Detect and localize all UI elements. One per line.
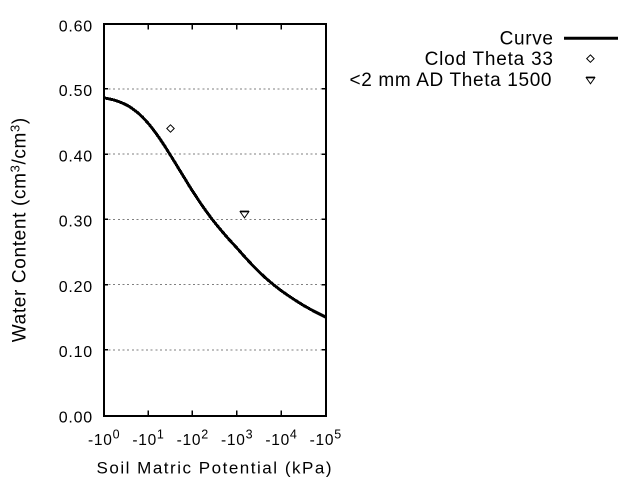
svg-text:0.60: 0.60 (59, 18, 93, 35)
svg-text:Clod Theta 33: Clod Theta 33 (425, 49, 553, 70)
svg-text:<2 mm AD Theta 1500: <2 mm AD Theta 1500 (350, 70, 552, 91)
svg-text:Soil Matric Potential (kPa): Soil Matric Potential (kPa) (97, 459, 332, 478)
svg-text:-103: -103 (221, 427, 253, 449)
svg-text:-100: -100 (88, 427, 120, 449)
svg-text:0.00: 0.00 (59, 410, 93, 427)
svg-text:-104: -104 (265, 427, 297, 449)
svg-text:Water Content (cm3/cm3): Water Content (cm3/cm3) (7, 118, 30, 343)
svg-text:0.30: 0.30 (59, 214, 93, 231)
svg-text:-102: -102 (177, 427, 209, 449)
svg-text:0.10: 0.10 (59, 344, 93, 361)
svg-text:-105: -105 (310, 427, 342, 449)
svg-text:Curve: Curve (500, 28, 553, 49)
svg-text:0.40: 0.40 (59, 148, 93, 165)
svg-text:-101: -101 (132, 427, 164, 449)
svg-text:0.50: 0.50 (59, 83, 93, 100)
svg-text:0.20: 0.20 (59, 279, 93, 296)
